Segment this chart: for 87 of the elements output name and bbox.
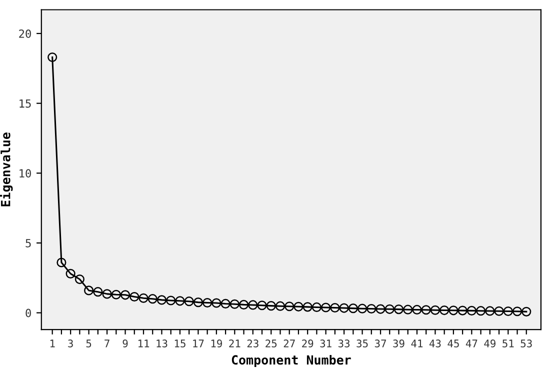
point (148, 294, 158, 304)
x-tick-label: 45 (448, 340, 459, 348)
point (284, 302, 294, 312)
point (202, 298, 212, 308)
point (248, 300, 258, 310)
point (357, 304, 368, 314)
y-tick-label: 5 (26, 239, 31, 248)
x-tick-label: 7 (104, 340, 110, 348)
y-tick-label: 10 (20, 169, 31, 178)
point (330, 302, 340, 313)
point (503, 306, 513, 316)
point (466, 306, 476, 316)
point (384, 304, 394, 314)
x-tick-label: 49 (484, 340, 496, 348)
point (56, 258, 66, 268)
point (175, 296, 185, 306)
point (494, 306, 504, 316)
x-tick-label: 9 (122, 340, 128, 348)
point (257, 300, 267, 310)
x-tick-label: 15 (174, 340, 186, 348)
x-tick-label: 1 (50, 340, 55, 348)
x-tick-label: 31 (320, 340, 332, 348)
point (412, 304, 422, 315)
point (302, 302, 312, 312)
x-tick-label: 27 (284, 340, 295, 348)
point (448, 306, 458, 316)
point (74, 274, 84, 284)
point (430, 305, 440, 315)
x-tick-label: 51 (502, 340, 514, 348)
point (348, 304, 358, 314)
x-tick-label: 29 (302, 340, 314, 348)
point (102, 289, 112, 299)
point (321, 302, 331, 312)
x-tick-label: 37 (374, 340, 386, 348)
x-tick-label: 21 (229, 340, 240, 348)
x-tick-label: 19 (211, 340, 222, 348)
x-tick-label: 25 (266, 340, 277, 348)
point (275, 301, 286, 311)
point (111, 290, 121, 300)
x-tick-label: 3 (68, 340, 73, 348)
x-tick-label: 41 (411, 340, 423, 348)
point (440, 305, 450, 316)
x-tick-label: 23 (247, 340, 258, 348)
x-tick-label: 35 (356, 340, 368, 348)
point (403, 304, 413, 314)
point (84, 286, 94, 296)
y-tick-label: 15 (20, 99, 31, 108)
point (220, 298, 230, 309)
point (266, 301, 276, 311)
y-tick-label: 20 (19, 29, 31, 38)
point (93, 287, 103, 297)
point (512, 306, 522, 316)
x-tick-label: 17 (193, 340, 204, 348)
point (230, 299, 240, 309)
point (193, 298, 203, 308)
x-tick-label: 5 (86, 340, 92, 348)
x-tick-label: 33 (338, 340, 350, 348)
point (66, 268, 76, 278)
point (366, 304, 376, 314)
point (120, 290, 130, 300)
y-tick-label: 0 (26, 308, 31, 318)
point (238, 300, 249, 310)
x-axis-title: Component Number (232, 354, 351, 368)
point (48, 52, 58, 62)
point (421, 305, 431, 315)
point (184, 296, 194, 306)
point (485, 306, 495, 316)
point (394, 304, 404, 314)
x-tick-label: 39 (393, 340, 404, 348)
point (166, 296, 176, 306)
x-tick-label: 53 (520, 340, 532, 348)
x-tick-label: 11 (138, 340, 150, 348)
point (212, 298, 222, 308)
point (376, 304, 386, 314)
point (476, 306, 486, 316)
point (294, 302, 304, 312)
y-axis-title: Eigenvalue (0, 132, 13, 206)
point (156, 295, 167, 305)
point (130, 292, 140, 302)
point (522, 306, 532, 316)
x-tick-label: 47 (466, 340, 478, 348)
point (458, 306, 468, 316)
x-tick-label: 43 (429, 340, 441, 348)
point (138, 293, 148, 303)
x-tick-label: 13 (156, 340, 168, 348)
point (339, 303, 349, 313)
point (312, 302, 322, 312)
